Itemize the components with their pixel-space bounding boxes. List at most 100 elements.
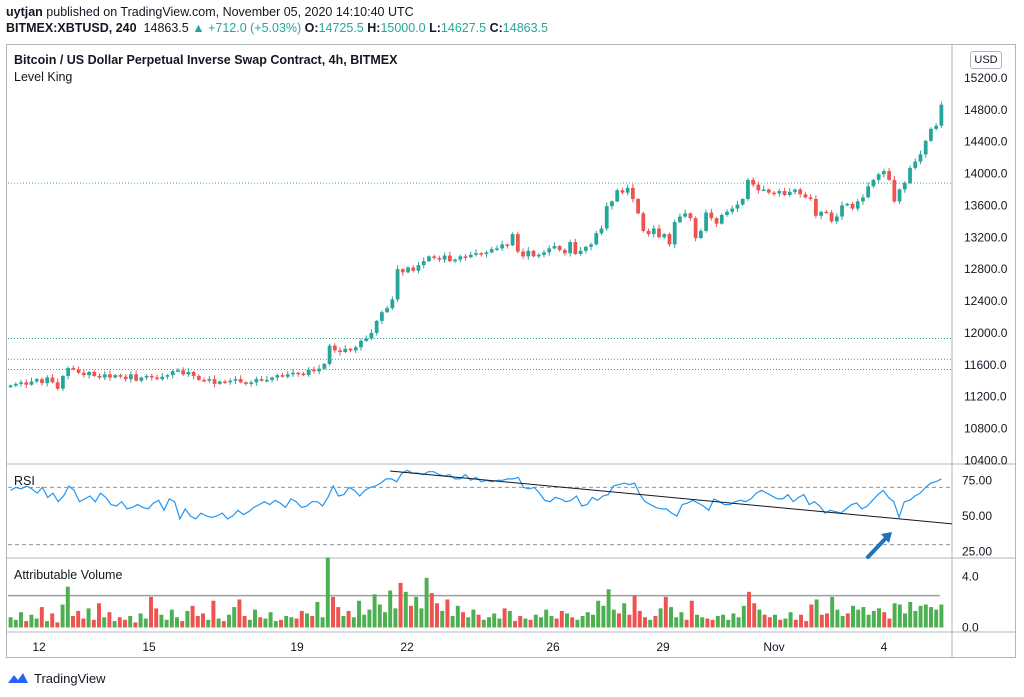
- volume-bar: [393, 608, 398, 628]
- volume-bar: [575, 619, 580, 628]
- volume-bar: [653, 616, 658, 628]
- candle: [212, 375, 217, 388]
- chart-frame: [6, 44, 1016, 658]
- volume-bar: [154, 608, 159, 628]
- volume-bar: [315, 602, 320, 628]
- candle-body: [688, 213, 693, 219]
- candle-body: [866, 186, 871, 198]
- volume-bar: [736, 617, 741, 628]
- volume-bar: [455, 605, 460, 628]
- time-tick-label: 15: [142, 640, 156, 654]
- candle: [740, 198, 745, 206]
- indicator-name[interactable]: Level King: [14, 70, 73, 84]
- candle-body: [437, 257, 442, 260]
- volume-bar: [845, 613, 850, 628]
- candle: [87, 370, 91, 379]
- volume-bar: [544, 609, 549, 628]
- volume-bar: [466, 617, 471, 628]
- candle: [814, 195, 818, 219]
- candle-body: [814, 199, 818, 216]
- currency-button[interactable]: USD: [970, 51, 1002, 69]
- candle-body: [646, 230, 651, 235]
- volume-bar: [279, 619, 283, 628]
- publisher-name[interactable]: uytjan: [6, 5, 43, 19]
- volume-bar: [580, 616, 585, 628]
- candle: [207, 376, 212, 384]
- time-tick-label: Nov: [763, 640, 784, 654]
- candle: [929, 127, 933, 142]
- candle-body: [338, 350, 342, 353]
- candle: [615, 188, 620, 203]
- rsi-pane-label: RSI: [14, 474, 35, 488]
- candle: [238, 375, 243, 384]
- candle-body: [134, 374, 138, 381]
- volume-bar: [892, 603, 897, 628]
- volume-bar: [206, 619, 211, 628]
- candle: [306, 367, 311, 377]
- volume-bar: [825, 613, 829, 628]
- candle: [578, 246, 583, 256]
- volume-bar: [388, 590, 393, 628]
- candle: [275, 373, 280, 381]
- volume-bar: [331, 596, 335, 628]
- candle-body: [683, 213, 688, 217]
- candle-body: [108, 374, 112, 378]
- candle-body: [427, 256, 431, 262]
- volume-bar: [180, 621, 185, 628]
- volume-bar: [923, 604, 928, 628]
- volume-bar: [336, 607, 341, 628]
- volume-bar: [507, 610, 512, 628]
- volume-bar: [897, 604, 902, 628]
- candle: [385, 305, 389, 314]
- tradingview-footer[interactable]: TradingView: [6, 668, 106, 688]
- volume-bar: [253, 609, 257, 628]
- candle-body: [291, 372, 295, 375]
- open-value: 14725.5: [318, 21, 364, 35]
- candle-body: [244, 382, 248, 384]
- candle: [437, 255, 442, 263]
- volume-bar: [591, 614, 595, 628]
- volume-bar: [528, 619, 533, 628]
- candle-body: [40, 379, 44, 384]
- candle: [646, 228, 651, 237]
- volume-bar: [866, 614, 871, 628]
- candle: [766, 188, 771, 195]
- volume-bar: [398, 582, 403, 628]
- candle: [432, 254, 437, 260]
- candle-body: [343, 348, 348, 353]
- candle: [280, 372, 285, 378]
- candle-body: [118, 375, 123, 377]
- candle: [13, 382, 18, 388]
- candle-body: [761, 189, 766, 191]
- candle: [908, 165, 912, 185]
- volume-tick-label: 0.0: [962, 620, 979, 634]
- time-tick-label: 19: [290, 640, 304, 654]
- candle-body: [13, 383, 18, 386]
- volume-bar: [8, 617, 13, 628]
- volume-bar: [559, 610, 564, 628]
- volume-bar: [819, 614, 824, 628]
- volume-bar: [289, 617, 294, 628]
- candle: [406, 265, 410, 274]
- volume-bar: [887, 618, 892, 628]
- candle-body: [155, 377, 159, 380]
- price-change: ▲ +712.0 (+5.03%): [192, 21, 302, 35]
- candle-body: [782, 191, 787, 196]
- candle: [134, 370, 138, 382]
- volume-bar: [294, 618, 299, 628]
- volume-bar: [611, 609, 616, 628]
- volume-bar: [227, 614, 231, 628]
- candle: [92, 370, 97, 377]
- volume-bar: [91, 619, 96, 628]
- candle-body: [819, 211, 823, 216]
- candle-body: [834, 216, 839, 222]
- price-tick-label: 14400.0: [964, 135, 1008, 149]
- candle-body: [657, 228, 661, 238]
- published-text: published on TradingView.com, November 0…: [46, 5, 414, 19]
- volume-bar: [643, 617, 647, 628]
- candle: [369, 329, 374, 341]
- candle: [526, 246, 531, 260]
- candle-body: [129, 374, 133, 380]
- candle: [746, 178, 750, 201]
